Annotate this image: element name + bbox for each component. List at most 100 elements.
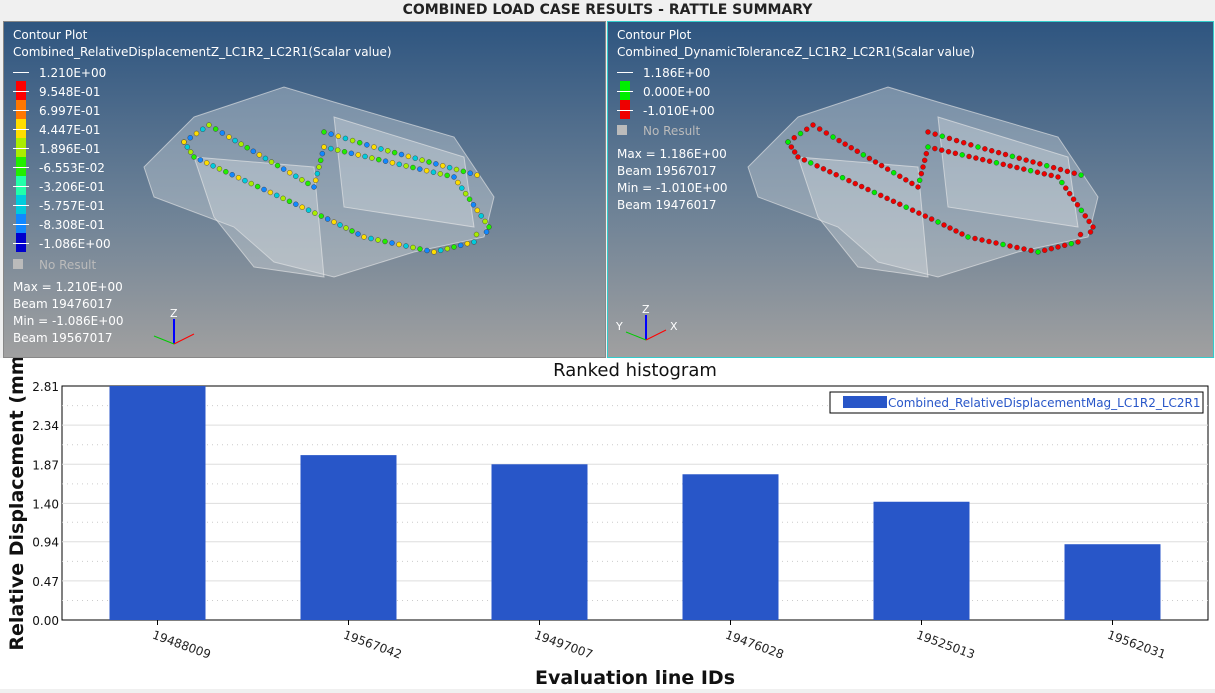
histogram-bar[interactable] bbox=[873, 501, 970, 620]
beam-node-marker bbox=[369, 155, 375, 161]
no-result-legend: No Result bbox=[617, 124, 700, 139]
axis-z-label: Z bbox=[642, 303, 650, 316]
beam-node-marker bbox=[466, 196, 473, 202]
beam-node-marker bbox=[321, 144, 327, 150]
beam-node-marker bbox=[866, 155, 873, 162]
beam-node-marker bbox=[1007, 163, 1013, 169]
histogram-bar[interactable] bbox=[1064, 544, 1161, 620]
beam-node-marker bbox=[312, 177, 319, 184]
beam-node-marker bbox=[932, 145, 938, 152]
beam-node-marker bbox=[457, 242, 464, 249]
beam-node-marker bbox=[993, 160, 1000, 166]
axis-y-label: Y bbox=[616, 320, 623, 333]
beam-node-marker bbox=[286, 198, 293, 205]
legend-value: 6.997E-01 bbox=[39, 104, 101, 118]
model-render[interactable] bbox=[134, 77, 604, 307]
beam-node-marker bbox=[1086, 218, 1092, 225]
beam-node-marker bbox=[206, 122, 212, 128]
beam-node-marker bbox=[884, 195, 890, 202]
axis-x-label: X bbox=[670, 320, 678, 333]
beam-node-marker bbox=[474, 172, 480, 178]
beam-node-marker bbox=[424, 247, 430, 254]
beam-node-marker bbox=[986, 158, 993, 164]
legend-value: 9.548E-01 bbox=[39, 85, 101, 99]
beam-node-marker bbox=[417, 246, 423, 252]
beam-node-marker bbox=[1087, 229, 1094, 235]
beam-node-marker bbox=[328, 145, 334, 152]
beam-node-marker bbox=[953, 228, 959, 234]
beam-node-marker bbox=[922, 213, 928, 219]
beam-node-marker bbox=[250, 148, 256, 154]
beam-node-marker bbox=[451, 174, 457, 180]
beam-node-marker bbox=[364, 142, 370, 148]
beam-node-marker bbox=[426, 159, 432, 165]
beam-node-marker bbox=[274, 192, 280, 199]
beam-node-marker bbox=[478, 213, 484, 219]
beam-node-marker bbox=[223, 169, 229, 175]
beam-node-marker bbox=[242, 177, 248, 184]
legend-swatch bbox=[16, 214, 26, 233]
beam-node-marker bbox=[216, 166, 223, 172]
contour-viewport-dynamic-tolerance[interactable]: Contour Plot Combined_DynamicToleranceZ_… bbox=[607, 21, 1214, 358]
y-tick-label: 0.00 bbox=[32, 614, 59, 628]
beam-node-marker bbox=[965, 234, 971, 240]
beam-node-marker bbox=[419, 157, 425, 163]
beam-node-marker bbox=[928, 216, 935, 222]
beam-node-marker bbox=[355, 152, 361, 158]
beam-node-marker bbox=[318, 213, 324, 219]
no-result-legend: No Result bbox=[13, 258, 96, 273]
model-render[interactable] bbox=[738, 77, 1208, 307]
histogram-bar[interactable] bbox=[109, 386, 206, 620]
beam-node-marker bbox=[1030, 159, 1036, 165]
beam-node-marker bbox=[446, 164, 453, 171]
beam-node-marker bbox=[820, 166, 827, 172]
beam-node-marker bbox=[854, 148, 860, 154]
beam-node-marker bbox=[852, 180, 858, 187]
beam-node-marker bbox=[335, 133, 341, 139]
beam-node-marker bbox=[210, 163, 216, 169]
histogram-bar[interactable] bbox=[491, 464, 588, 620]
x-tick-label: 19476028 bbox=[723, 628, 785, 662]
beam-node-marker bbox=[1059, 179, 1065, 186]
result-name: Combined_RelativeDisplacementZ_LC1R2_LC2… bbox=[13, 45, 392, 59]
beam-node-marker bbox=[986, 238, 992, 245]
x-tick-label: 19562031 bbox=[1105, 628, 1167, 662]
histogram-bar[interactable] bbox=[682, 474, 779, 620]
beam-node-marker bbox=[248, 180, 254, 187]
axis-triad-icon: Z bbox=[153, 307, 195, 345]
beam-node-marker bbox=[995, 149, 1002, 156]
beam-node-marker bbox=[462, 190, 469, 197]
contour-viewport-relative-displacement[interactable]: Contour Plot Combined_RelativeDisplaceme… bbox=[3, 21, 606, 358]
beam-node-marker bbox=[348, 150, 355, 157]
beam-node-marker bbox=[791, 149, 798, 155]
legend-value: 1.210E+00 bbox=[39, 66, 107, 80]
beam-node-marker bbox=[1077, 231, 1084, 238]
beam-node-marker bbox=[1078, 172, 1084, 178]
beam-node-marker bbox=[1016, 155, 1022, 161]
beam-node-marker bbox=[966, 153, 972, 160]
beam-node-marker bbox=[961, 140, 967, 146]
histogram-bar[interactable] bbox=[300, 455, 397, 620]
beam-node-marker bbox=[1048, 172, 1054, 179]
beam-node-marker bbox=[897, 173, 903, 179]
beam-node-marker bbox=[1055, 244, 1061, 250]
beam-node-marker bbox=[1074, 202, 1081, 208]
beam-node-marker bbox=[471, 239, 477, 245]
beam-node-marker bbox=[925, 129, 931, 135]
beam-node-marker bbox=[836, 137, 842, 144]
beam-node-marker bbox=[1041, 247, 1048, 254]
beam-node-marker bbox=[254, 183, 261, 190]
beam-node-marker bbox=[305, 207, 312, 213]
legend-swatch bbox=[16, 233, 26, 252]
beam-node-marker bbox=[860, 152, 867, 158]
beam-node-marker bbox=[382, 238, 388, 245]
beam-node-marker bbox=[858, 183, 865, 190]
x-axis-label: Evaluation line IDs bbox=[535, 667, 735, 689]
beam-node-marker bbox=[941, 222, 947, 228]
x-tick-label: 19525013 bbox=[914, 628, 976, 662]
beam-node-marker bbox=[959, 231, 965, 237]
beam-node-marker bbox=[378, 146, 384, 152]
beam-node-marker bbox=[865, 186, 871, 193]
y-tick-label: 1.40 bbox=[32, 497, 59, 511]
beam-node-marker bbox=[389, 240, 395, 246]
